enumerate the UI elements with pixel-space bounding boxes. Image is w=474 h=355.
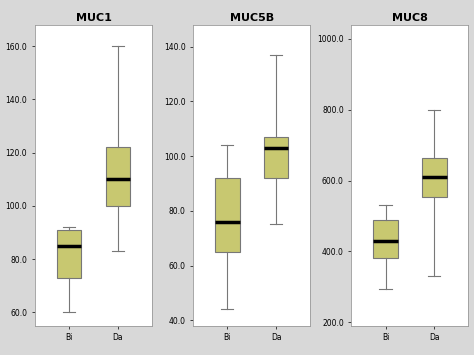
- PathPatch shape: [422, 158, 447, 197]
- PathPatch shape: [215, 178, 239, 252]
- Title: MUC1: MUC1: [75, 13, 111, 23]
- Title: MUC8: MUC8: [392, 13, 428, 23]
- PathPatch shape: [374, 219, 398, 258]
- Title: MUC5B: MUC5B: [229, 13, 274, 23]
- PathPatch shape: [57, 230, 81, 278]
- PathPatch shape: [106, 147, 130, 206]
- PathPatch shape: [264, 137, 288, 178]
